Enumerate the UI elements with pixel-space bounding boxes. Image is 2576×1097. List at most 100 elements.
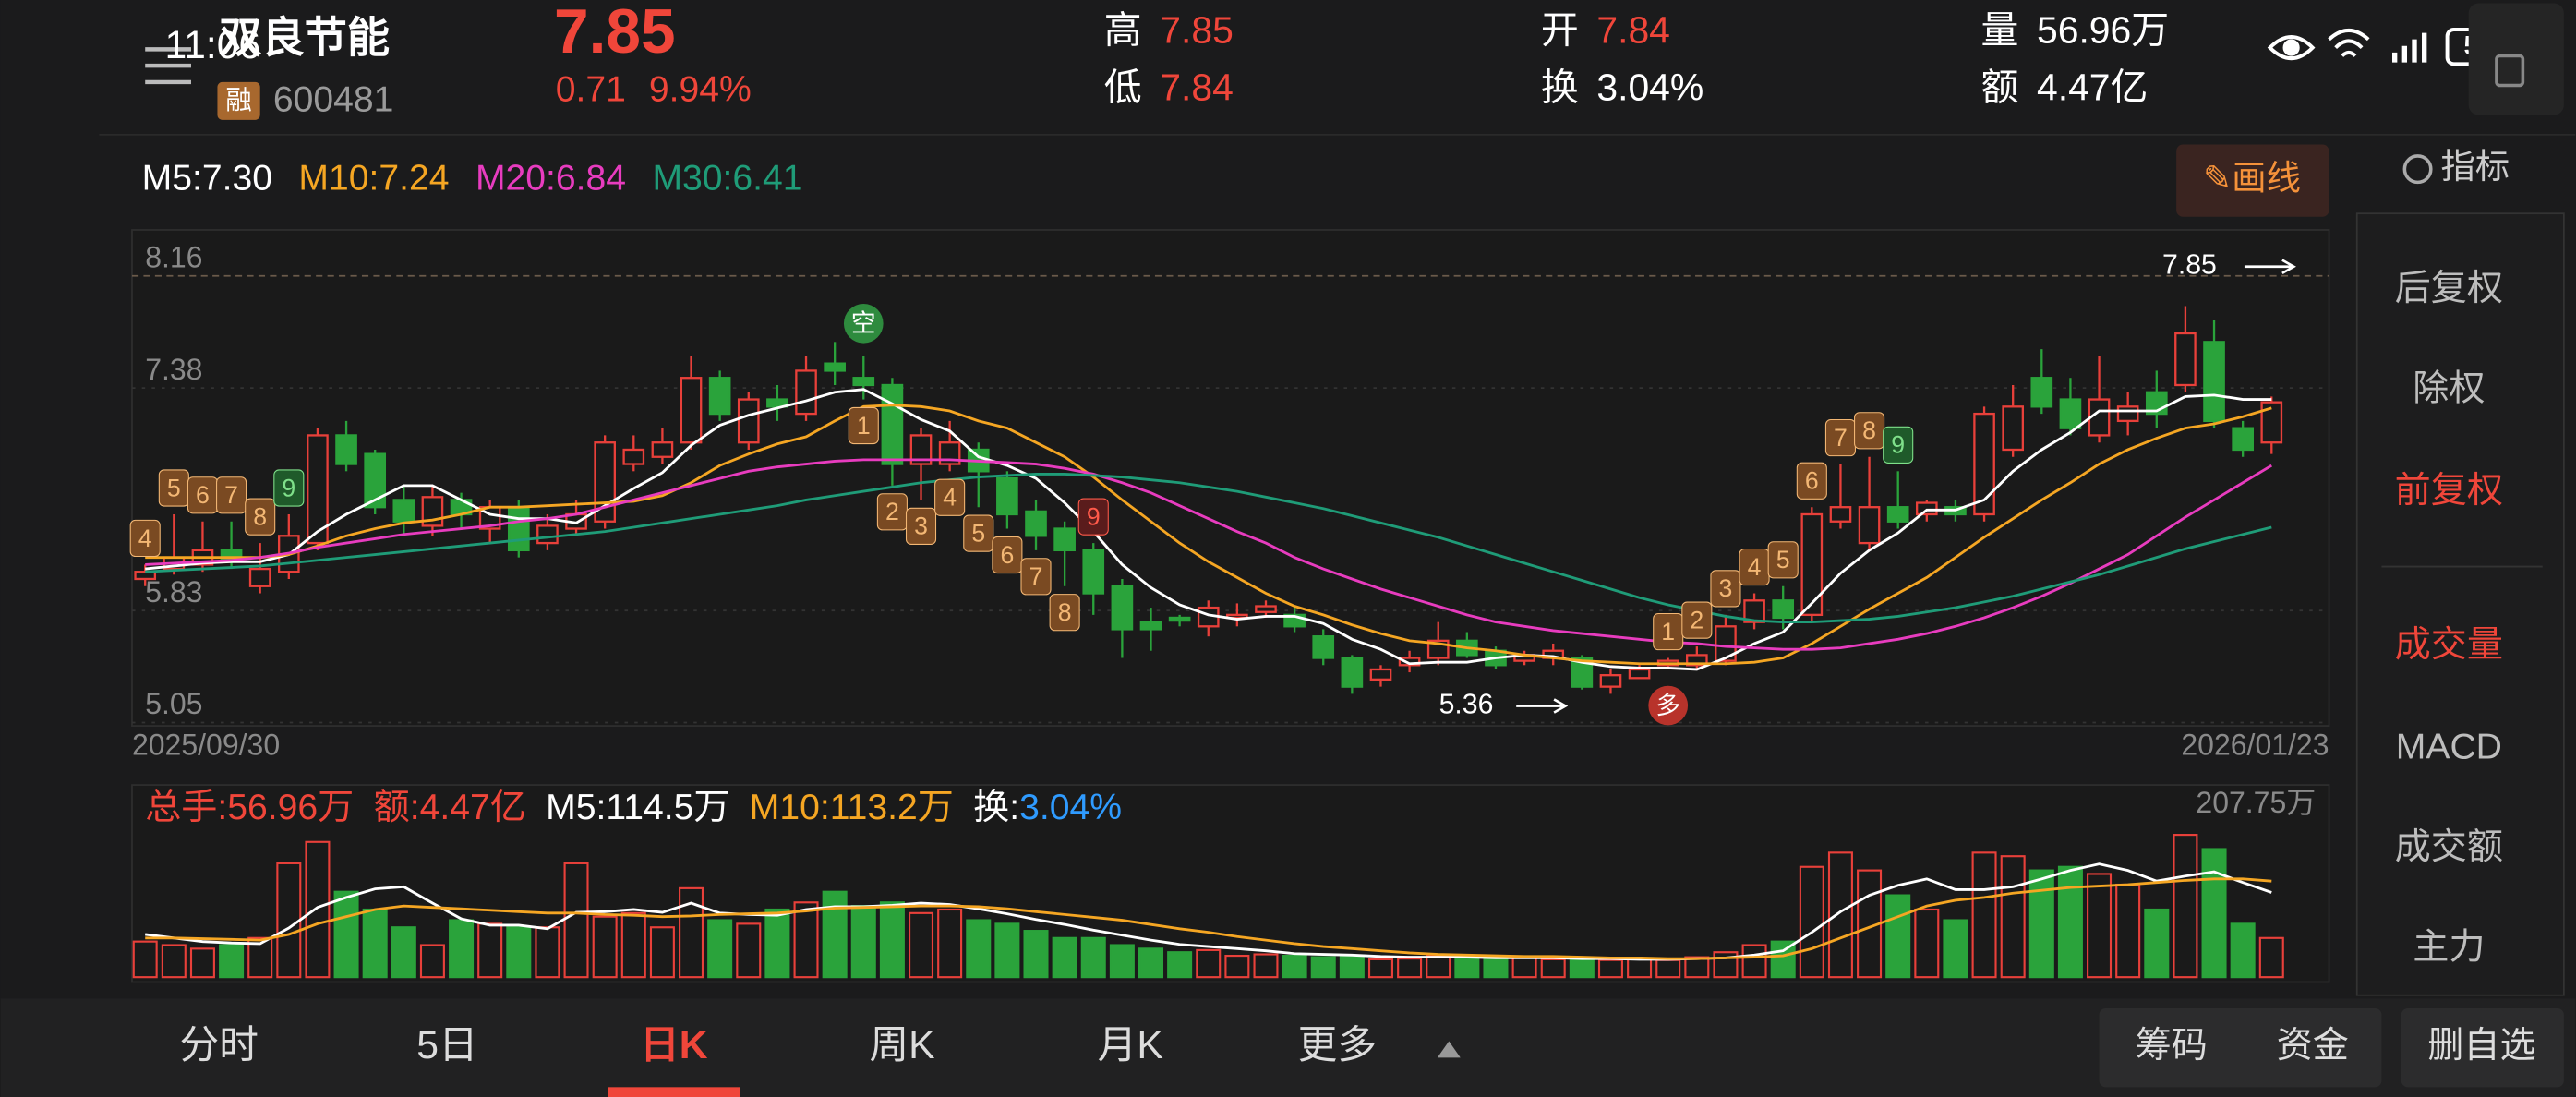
- side-item[interactable]: MACD: [2396, 727, 2502, 766]
- candle-body: [1139, 621, 1162, 631]
- candle-body: [622, 448, 645, 465]
- signal-badge: [1883, 426, 1914, 464]
- candle-body: [248, 567, 271, 587]
- side-item[interactable]: 成交额: [2395, 827, 2503, 867]
- candle-body: [2260, 401, 2283, 444]
- volume-bar: [161, 944, 187, 979]
- tool-buttons: [2099, 1007, 2382, 1088]
- signal-badge: [963, 514, 994, 552]
- signal-text: 8: [1058, 598, 1072, 626]
- side-item[interactable]: 除权: [2413, 369, 2485, 409]
- tab[interactable]: 更多: [1298, 1023, 1377, 1067]
- side-item[interactable]: 前复权: [2395, 471, 2503, 511]
- signal-badge: [245, 498, 276, 536]
- stat-label: 开: [1541, 8, 1579, 51]
- tab[interactable]: 周K: [869, 1023, 934, 1067]
- candle-body: [824, 362, 846, 372]
- volume-bar: [1167, 951, 1193, 979]
- delete-button[interactable]: 删自选: [2427, 1026, 2535, 1066]
- top-right-button[interactable]: [2468, 3, 2564, 115]
- candle-body: [392, 499, 415, 523]
- bottom-button[interactable]: 资金: [2277, 1026, 2349, 1066]
- side-item[interactable]: 后复权: [2395, 269, 2503, 308]
- indicator-button[interactable]: 指标: [2440, 147, 2510, 186]
- volume-bar: [477, 922, 503, 979]
- draw-button[interactable]: [2176, 144, 2329, 217]
- volume-bar: [563, 862, 589, 979]
- signal-text: 5: [167, 474, 181, 501]
- volume-bar: [994, 922, 1020, 979]
- volume-bar: [362, 908, 388, 979]
- candle-body: [1686, 654, 1708, 667]
- signal-badge: [273, 469, 305, 507]
- volume-bar: [649, 926, 675, 979]
- volume-bar: [1885, 894, 1911, 979]
- candle-body: [852, 377, 875, 387]
- signal-text: 8: [253, 502, 267, 530]
- signal-text: 2: [1690, 606, 1703, 633]
- candle-body: [680, 377, 703, 444]
- candle-body: [737, 398, 760, 444]
- signal-text: 6: [1000, 541, 1014, 569]
- volume-bar: [305, 840, 331, 979]
- candle-body: [1111, 585, 1134, 631]
- volume-bar: [333, 890, 359, 979]
- candle-body: [1082, 548, 1105, 595]
- tab[interactable]: 分时: [180, 1023, 259, 1067]
- tab[interactable]: 日K: [640, 1023, 708, 1067]
- tab[interactable]: 月K: [1098, 1023, 1163, 1067]
- volume-bar: [2258, 936, 2284, 979]
- volume-bar: [620, 911, 646, 979]
- draw-button-label: ✎画线: [2203, 158, 2301, 197]
- bottom-button[interactable]: 筹码: [2136, 1026, 2208, 1066]
- signal-text: 9: [1087, 502, 1101, 530]
- candle-body: [364, 452, 387, 509]
- candle-body: [651, 441, 674, 458]
- volume-bar: [1310, 956, 1336, 979]
- volume-legend-item: 额:4.47亿: [374, 788, 526, 827]
- volume-legend-item: M10:113.2万: [750, 788, 954, 827]
- volume-bar: [707, 919, 733, 979]
- candle-body: [996, 476, 1018, 516]
- high-label: 7.85: [2162, 250, 2217, 281]
- tag-badge: [217, 81, 260, 120]
- candle-body: [1886, 506, 1909, 523]
- candle-body: [1053, 527, 1076, 552]
- volume-bar: [2173, 834, 2198, 979]
- tab[interactable]: 5日: [416, 1023, 477, 1067]
- side-item[interactable]: 成交量: [2395, 625, 2503, 665]
- volume-bar: [1540, 958, 1566, 979]
- delete-button-bg: [2401, 1007, 2564, 1088]
- volume-bar: [1397, 958, 1423, 979]
- stock-code: 600481: [273, 80, 394, 120]
- volume-bar: [1684, 956, 1710, 979]
- candle-body: [1800, 512, 1824, 617]
- volume-bar: [1943, 919, 1968, 979]
- signal-badge: [905, 507, 937, 545]
- stat-value: 7.84: [1596, 8, 1670, 51]
- candle-body: [2232, 427, 2254, 452]
- volume-bar: [1367, 958, 1393, 979]
- candle-body: [2030, 377, 2053, 408]
- volume-bar: [391, 926, 416, 979]
- end-date: 2026/01/23: [2181, 729, 2329, 762]
- candle-body: [1772, 599, 1795, 620]
- candle-body: [881, 383, 904, 465]
- candle-body: [507, 506, 530, 552]
- stock-name: 双良节能: [219, 14, 390, 62]
- signal-badge: [1077, 498, 1109, 536]
- stat-label: 量: [1981, 8, 2019, 51]
- menu-icon[interactable]: [145, 47, 191, 85]
- tabs: 分时 5日 日K 周K 月K 更多: [180, 1023, 1377, 1097]
- volume-bar: [506, 926, 532, 979]
- marker-circle: [843, 303, 884, 344]
- volume-bar: [1253, 953, 1279, 979]
- volume-bar: [592, 915, 618, 979]
- volume-bar: [1454, 956, 1480, 979]
- candle-body: [134, 571, 157, 581]
- volume-bar: [1109, 944, 1135, 979]
- side-item[interactable]: 主力: [2413, 927, 2485, 967]
- signal-badge: [1767, 541, 1799, 579]
- volume-bar: [966, 919, 992, 979]
